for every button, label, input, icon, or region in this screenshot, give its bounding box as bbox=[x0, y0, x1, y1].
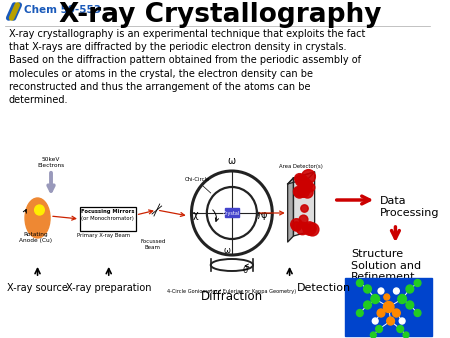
Text: X-ray crystallography is an experimental technique that exploits the fact
that X: X-ray crystallography is an experimental… bbox=[9, 29, 365, 105]
Circle shape bbox=[403, 332, 409, 338]
Point bbox=[302, 224, 309, 229]
Text: χ: χ bbox=[193, 210, 198, 220]
Text: (or Monochromator): (or Monochromator) bbox=[81, 216, 134, 221]
Circle shape bbox=[398, 294, 406, 304]
Point bbox=[295, 175, 302, 180]
Circle shape bbox=[406, 301, 414, 309]
Circle shape bbox=[387, 317, 395, 325]
Bar bbox=[346, 278, 432, 336]
Point bbox=[300, 216, 307, 222]
Text: Rotating
Anode (Cu): Rotating Anode (Cu) bbox=[19, 232, 52, 243]
Text: X-ray Crystallography: X-ray Crystallography bbox=[59, 2, 382, 28]
Point bbox=[301, 206, 308, 211]
Point bbox=[308, 226, 315, 232]
Point bbox=[306, 184, 313, 190]
Point bbox=[301, 183, 308, 188]
Circle shape bbox=[35, 205, 44, 215]
Circle shape bbox=[414, 310, 421, 316]
Circle shape bbox=[399, 318, 405, 324]
Circle shape bbox=[370, 332, 376, 338]
Circle shape bbox=[384, 294, 390, 300]
Circle shape bbox=[383, 301, 394, 313]
Circle shape bbox=[364, 301, 371, 309]
Point bbox=[294, 189, 302, 194]
Text: 50keV
Electrons: 50keV Electrons bbox=[37, 157, 65, 168]
Bar bbox=[80, 207, 135, 231]
Text: Focussed
Beam: Focussed Beam bbox=[140, 239, 166, 250]
Point bbox=[292, 223, 300, 228]
Polygon shape bbox=[288, 172, 315, 184]
Point bbox=[297, 178, 304, 183]
Text: Focussing Mirrors: Focussing Mirrors bbox=[81, 209, 135, 214]
Circle shape bbox=[376, 325, 382, 333]
Bar bbox=[225, 208, 238, 217]
Text: Data
Processing: Data Processing bbox=[380, 196, 440, 218]
Circle shape bbox=[414, 280, 421, 287]
Circle shape bbox=[356, 310, 363, 316]
Text: θ: θ bbox=[243, 266, 248, 275]
Circle shape bbox=[397, 325, 404, 333]
Text: X-ray source: X-ray source bbox=[7, 283, 68, 293]
Polygon shape bbox=[293, 172, 315, 236]
Text: φ: φ bbox=[261, 210, 267, 220]
Text: Area Detector(s): Area Detector(s) bbox=[279, 164, 323, 169]
Point bbox=[299, 179, 306, 185]
Text: Crystal: Crystal bbox=[223, 211, 240, 216]
Text: ω: ω bbox=[228, 156, 236, 166]
Ellipse shape bbox=[25, 198, 50, 238]
Text: X-ray preparation: X-ray preparation bbox=[66, 283, 152, 293]
Point bbox=[298, 225, 306, 231]
Text: Detection: Detection bbox=[297, 283, 351, 293]
Circle shape bbox=[378, 288, 384, 294]
Text: ω: ω bbox=[224, 246, 230, 255]
Circle shape bbox=[356, 280, 363, 287]
Text: Primary X-ray Beam: Primary X-ray Beam bbox=[77, 233, 130, 238]
Point bbox=[299, 189, 306, 194]
Circle shape bbox=[377, 309, 385, 317]
Point bbox=[293, 221, 300, 226]
Point bbox=[295, 189, 302, 195]
Circle shape bbox=[372, 318, 378, 324]
Point bbox=[303, 190, 310, 195]
Text: 4-Circle Goniometer ( Eulerian or Kappa Geometry): 4-Circle Goniometer ( Eulerian or Kappa … bbox=[167, 289, 297, 294]
Circle shape bbox=[406, 285, 414, 293]
Circle shape bbox=[371, 294, 379, 304]
Point bbox=[302, 182, 310, 187]
Polygon shape bbox=[288, 178, 293, 242]
Point bbox=[304, 173, 311, 179]
Text: Chi-Circle: Chi-Circle bbox=[184, 177, 210, 182]
Text: Structure
Solution and
Refinement: Structure Solution and Refinement bbox=[351, 249, 421, 282]
Text: Diffraction: Diffraction bbox=[201, 290, 263, 303]
Point bbox=[302, 181, 309, 187]
Circle shape bbox=[393, 288, 399, 294]
Text: Chem 59-553: Chem 59-553 bbox=[24, 5, 101, 15]
Point bbox=[305, 225, 312, 230]
Circle shape bbox=[364, 285, 371, 293]
Circle shape bbox=[392, 309, 400, 317]
